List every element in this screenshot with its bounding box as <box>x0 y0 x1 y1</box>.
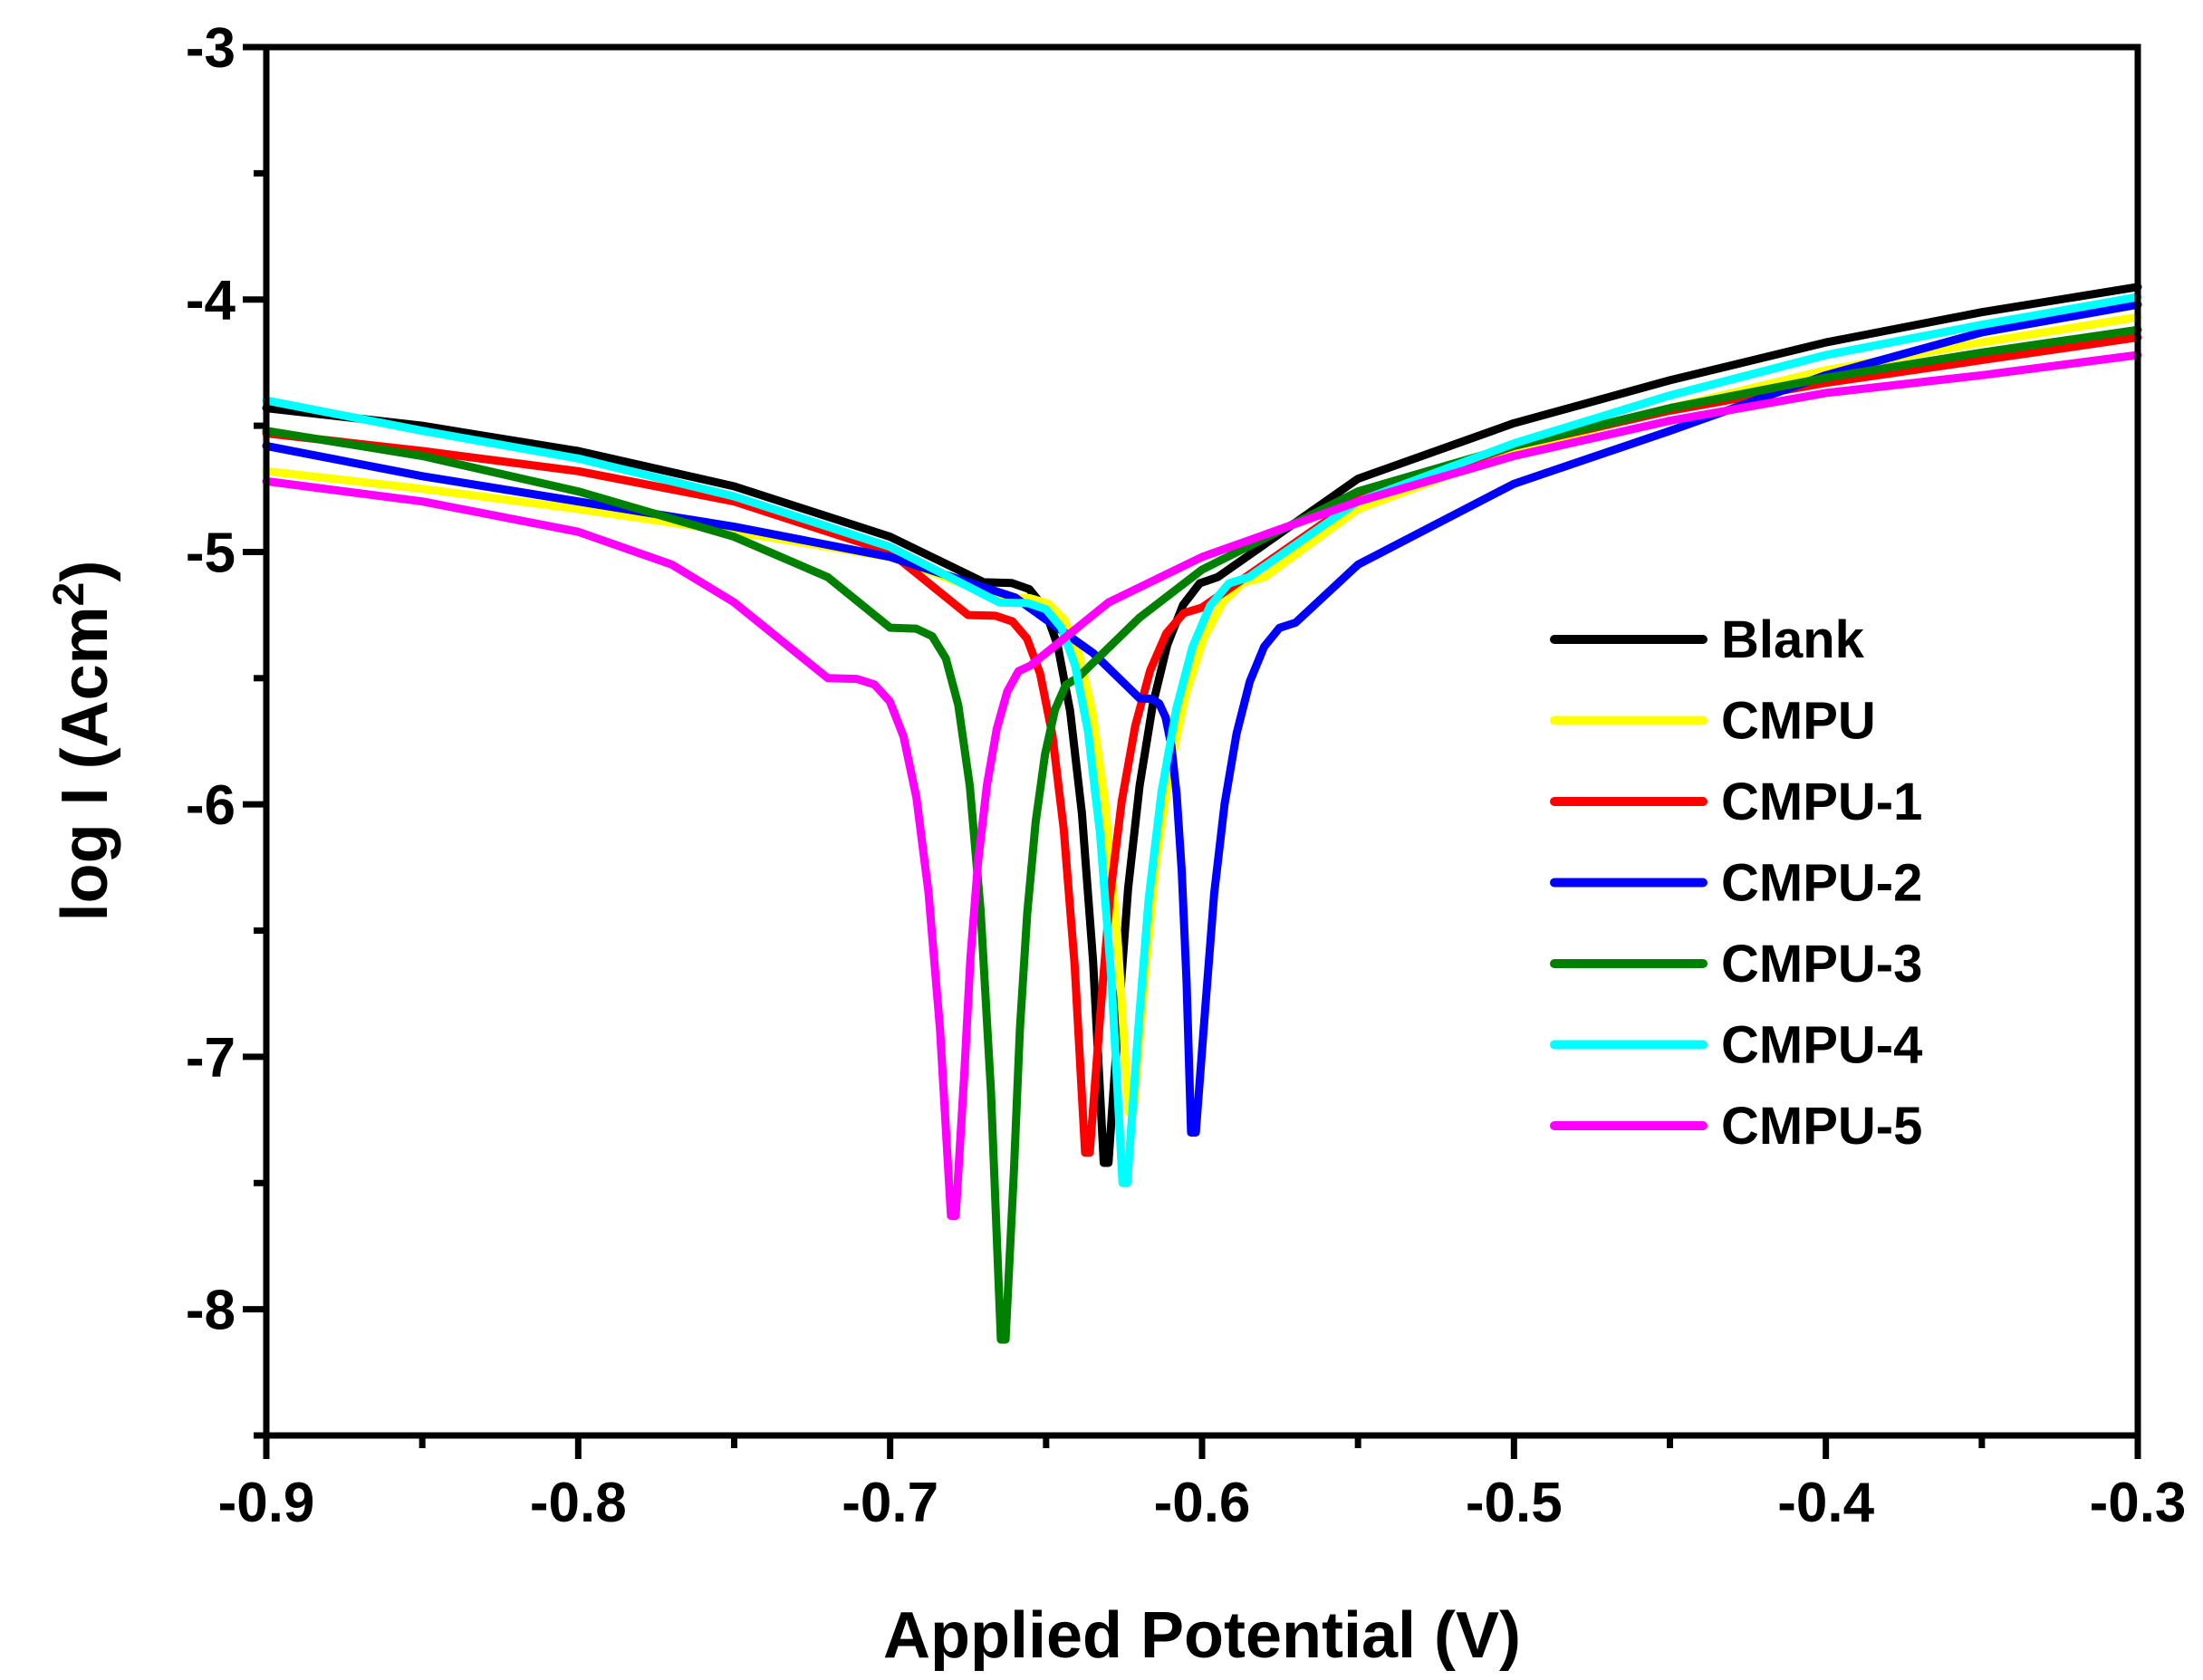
tick-layer <box>243 43 2141 1459</box>
legend-label-cmpu-4: CMPU-4 <box>1721 1016 1922 1075</box>
y-axis-title-main: log I (Acm <box>49 606 121 921</box>
x-tick-label: -0.5 <box>1466 1472 1563 1534</box>
legend-label-cmpu-1: CMPU-1 <box>1721 773 1922 831</box>
legend-label-cmpu-2: CMPU-2 <box>1721 854 1922 913</box>
y-axis-title: log I (Acm2) <box>45 561 121 922</box>
legend-label-cmpu-5: CMPU-5 <box>1721 1097 1922 1156</box>
series-line-blank <box>262 283 2142 1167</box>
series-line-cmpu-5 <box>262 350 2142 1220</box>
x-tick-labels: -0.9 -0.8 -0.7 -0.6 -0.5 -0.4 -0.3 <box>218 1472 2187 1534</box>
x-tick-label: -0.3 <box>2090 1472 2187 1534</box>
series-layer <box>262 283 2142 1344</box>
y-axis-title-sup: 2 <box>45 582 93 607</box>
x-axis-title: Applied Potential (V) <box>883 1599 1521 1672</box>
x-tick-label: -0.4 <box>1777 1472 1874 1534</box>
y-tick-labels: -3 -4 -5 -6 -7 -8 <box>186 17 236 1342</box>
series-line-cmpu-3 <box>262 325 2142 1344</box>
y-tick-label: -4 <box>186 270 236 332</box>
y-tick-label: -3 <box>186 17 236 80</box>
legend: Blank CMPU CMPU-1 CMPU-2 CMPU-3 CMPU-4 CMPU-5 <box>1550 610 1922 1156</box>
y-tick-label: -6 <box>186 774 236 837</box>
series-line-cmpu-2 <box>262 300 2142 1137</box>
x-tick-label: -0.8 <box>530 1472 627 1534</box>
y-tick-label: -8 <box>186 1280 236 1342</box>
y-tick-label: -7 <box>186 1027 236 1090</box>
y-tick-label: -5 <box>186 522 236 584</box>
legend-label-cmpu-3: CMPU-3 <box>1721 935 1922 994</box>
x-tick-label: -0.9 <box>218 1472 315 1534</box>
x-tick-label: -0.7 <box>842 1472 938 1534</box>
legend-label-blank: Blank <box>1721 610 1865 669</box>
y-axis-title-close: ) <box>49 561 121 582</box>
legend-label-cmpu: CMPU <box>1721 692 1876 751</box>
x-tick-label: -0.6 <box>1154 1472 1251 1534</box>
